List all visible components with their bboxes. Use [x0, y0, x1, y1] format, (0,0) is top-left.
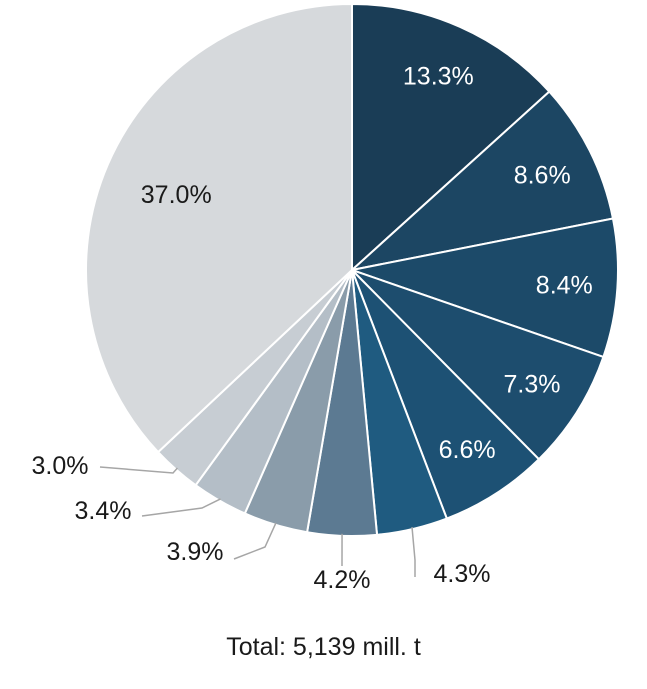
total-label: Total: 5,139 mill. t	[226, 633, 421, 661]
pie-slices	[85, 2, 619, 537]
slice-label-1: 13.3%	[403, 63, 474, 91]
pie-chart: 13.3% 8.6% 8.4% 7.3% 6.6% 4.3% 4.2% 3.9% 3.4% 3.0…	[32, 2, 619, 594]
slice-label-6: 4.3%	[434, 560, 491, 588]
pie-slice-3	[348, 217, 619, 359]
leader-line-8	[233, 522, 277, 560]
leader-line-6	[411, 527, 416, 577]
pie-slice-1	[351, 2, 551, 273]
pie-slice-11	[85, 2, 353, 454]
pie-slice-2	[348, 90, 615, 272]
slice-label-7: 4.2%	[314, 566, 371, 594]
slice-label-5: 6.6%	[439, 436, 496, 464]
slice-label-3: 8.4%	[536, 272, 593, 300]
leader-line-9	[141, 498, 221, 517]
slice-label-8: 3.9%	[167, 538, 224, 566]
pie-slice-5	[351, 269, 541, 520]
pie-slice-4	[351, 269, 605, 461]
slice-label-9: 3.4%	[75, 497, 132, 525]
slice-labels: 13.3% 8.6% 8.4% 7.3% 6.6% 4.3% 4.2% 3.9% 3.4% 3.0…	[32, 63, 593, 594]
leader-line-10	[99, 466, 178, 474]
slice-label-4: 7.3%	[504, 370, 561, 398]
slice-label-10: 3.0%	[32, 452, 89, 480]
slice-label-11: 37.0%	[141, 181, 212, 209]
slice-label-2: 8.6%	[514, 162, 571, 190]
leader-lines	[99, 466, 416, 577]
